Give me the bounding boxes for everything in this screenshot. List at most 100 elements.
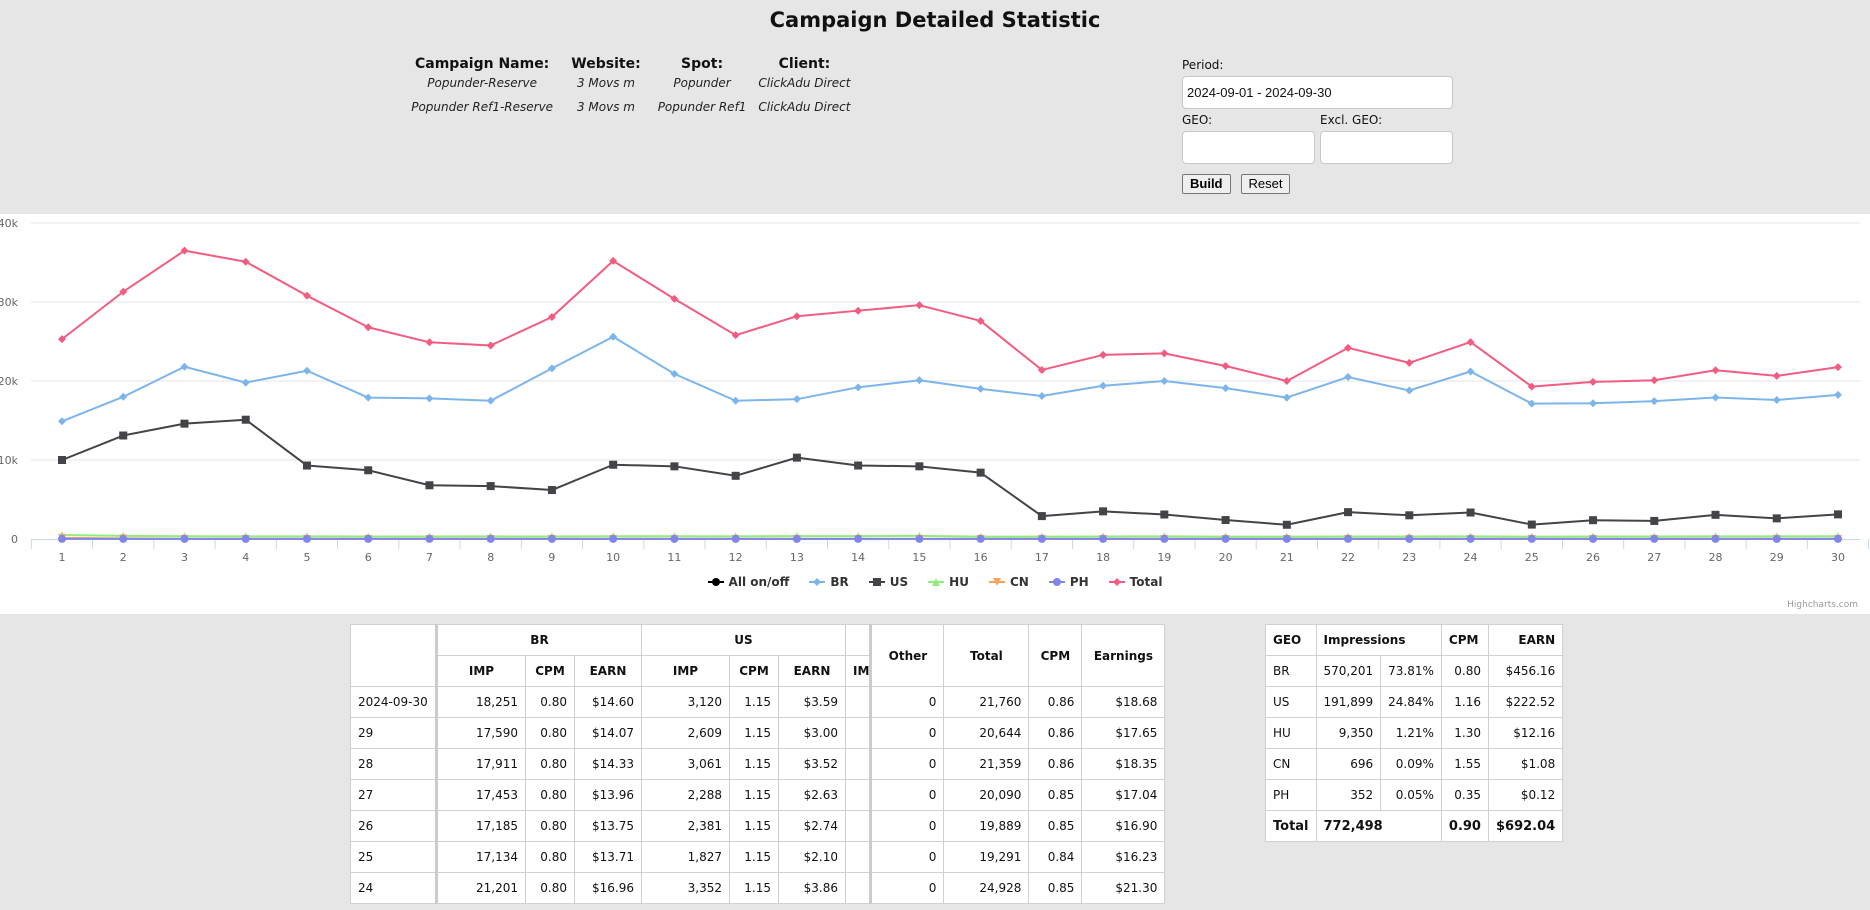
total-impressions: 772,498 [1315,810,1442,842]
us-earn-cell: $3.86 [778,872,846,904]
reset-button[interactable]: Reset [1240,174,1291,194]
table-row: 27 17,453 0.80 $13.96 2,288 1.15 $2.63 0 20,090 0… [350,779,1166,811]
data-point-us [670,462,679,471]
data-point-ph [486,534,495,543]
data-point-ph [792,534,801,543]
y-tick-label: 10k [0,454,19,467]
build-button[interactable]: Build [1182,174,1231,194]
x-tick-label: 29 [1770,551,1784,564]
total-header: Total [943,624,1030,687]
data-point-br [1834,390,1842,399]
geo-percent: 1.21% [1380,717,1442,749]
campaign-info-table: Campaign Name: Website: Spot: Client: Po… [404,54,856,120]
other-cell: 0 [870,748,945,780]
data-point-total [364,323,373,332]
data-point-ph [1037,534,1046,543]
other-cell: 0 [870,872,945,904]
geo-code: PH [1265,779,1317,811]
x-tick-label: 13 [790,551,804,564]
data-point-total [1650,376,1659,385]
data-point-us [1527,520,1536,529]
data-point-ph [58,534,66,543]
data-point-ph [1160,534,1169,543]
data-point-br [1650,397,1659,406]
data-point-total [486,341,495,350]
earnings-cell: $21.30 [1081,872,1166,904]
legend-label: HU [949,575,969,589]
total-cell: 19,889 [943,810,1030,842]
date-cell: 2024-09-30 [350,686,438,718]
data-point-ph [1221,534,1230,543]
legend-item-br[interactable]: BR [809,575,849,589]
excl-geo-input[interactable] [1320,131,1453,164]
earnings-cell: $16.90 [1081,810,1166,842]
geo-row: BR 570,201 73.81% 0.80 $456.16 [1265,655,1564,687]
legend-item-ph[interactable]: PH [1048,575,1089,589]
us-earn-cell: $2.74 [778,810,846,842]
website: 3 Movs m [576,76,635,90]
next-imp-cell [844,779,873,811]
series-line-br [61,335,1839,423]
br-cpm-header: CPM [525,655,575,687]
cpm-cell: 0.86 [1028,686,1083,718]
date-cell: 28 [350,748,438,780]
total-cell: 21,760 [943,686,1030,718]
x-tick-label: 1 [59,551,66,564]
geo-input[interactable] [1182,131,1315,164]
data-point-ph [180,534,189,543]
br-earn-cell: $14.60 [574,686,642,718]
data-point-total [1221,361,1230,370]
us-imp-cell: 3,120 [641,686,730,718]
x-tick-label: 19 [1157,551,1171,564]
cpm-header: CPM [1028,624,1083,687]
legend-label: US [889,575,909,589]
spot-header: Spot: [681,56,724,72]
legend-symbol-icon [1108,578,1125,586]
us-earn-cell: $3.00 [778,717,846,749]
data-point-br [486,396,495,405]
data-point-total [1772,371,1781,380]
br-imp-cell: 21,201 [436,872,526,904]
legend-symbol-icon [868,578,885,586]
legend-item-us[interactable]: US [868,575,909,589]
data-point-ph [1344,534,1353,543]
us-cpm-cell: 1.15 [729,841,779,873]
legend-item-total[interactable]: Total [1108,575,1162,589]
geo-code: HU [1265,717,1317,749]
br-cpm-cell: 0.80 [525,686,575,718]
data-point-ph [302,534,311,543]
x-tick-label: 9 [548,551,555,564]
data-point-ph [731,534,740,543]
next-imp-cell [844,810,873,842]
us-imp-cell: 2,288 [641,779,730,811]
data-point-br [670,369,679,378]
date-cell: 26 [350,810,438,842]
geo-percent: 0.09% [1380,748,1442,780]
campaign-name: Popunder Ref1-Reserve [411,100,554,114]
data-point-total [1160,349,1169,358]
br-imp-cell: 17,134 [436,841,526,873]
data-point-ph [241,534,250,543]
legend-item-all-on-off[interactable]: All on/off [707,575,789,589]
chart-credits[interactable]: Highcharts.com [1787,600,1858,610]
next-imp-cell [844,841,873,873]
x-tick-label: 3 [181,551,188,564]
data-point-total [180,246,189,255]
data-point-us [119,431,128,440]
data-point-us [425,481,434,490]
date-cell: 29 [350,717,438,749]
legend-item-hu[interactable]: HU [928,575,969,589]
period-input[interactable]: 2024-09-01 - 2024-09-30 [1182,76,1453,109]
legend-symbol-icon [707,578,724,586]
br-earn-header: EARN [574,655,642,687]
earnings-header: Earnings [1081,624,1166,687]
data-point-ph [1405,534,1414,543]
us-cpm-cell: 1.15 [729,748,779,780]
data-point-br [1405,386,1414,395]
data-point-ph [1589,534,1598,543]
data-point-us [609,460,618,469]
legend-item-cn[interactable]: CN [988,575,1029,589]
us-earn-cell: $2.10 [778,841,846,873]
x-tick-label: 20 [1219,551,1233,564]
data-point-br [854,383,863,392]
